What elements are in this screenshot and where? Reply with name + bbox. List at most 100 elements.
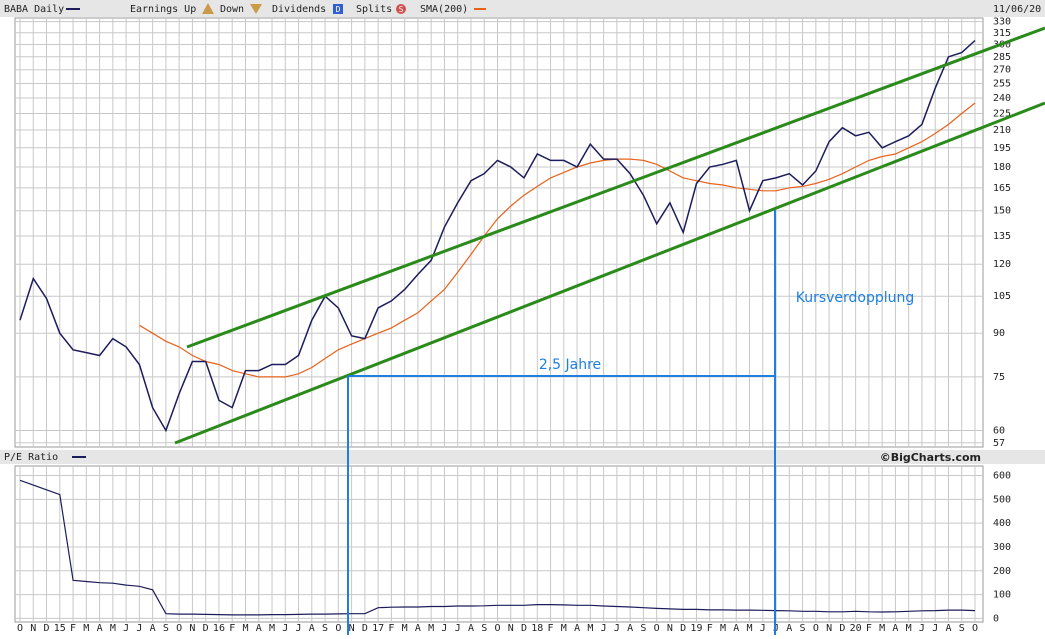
x-tick-label: M xyxy=(746,623,752,634)
annotations: 2,5 Jahre Kursverdopplung xyxy=(174,26,1045,635)
legend-icon xyxy=(202,3,214,14)
legend-icon xyxy=(396,4,406,14)
pe-title: P/E Ratio xyxy=(4,452,58,463)
y-tick-label: 200 xyxy=(993,566,1011,577)
x-tick-label: A xyxy=(468,623,474,634)
x-tick-label: A xyxy=(627,623,633,634)
x-tick-label: S xyxy=(481,623,487,634)
x-tick-label: O xyxy=(176,623,182,634)
y-tick-label: 105 xyxy=(993,291,1011,302)
x-tick-label: A xyxy=(945,623,951,634)
legend-item: Down xyxy=(220,4,244,15)
x-tick-label: S xyxy=(163,623,169,634)
x-tick-label: M xyxy=(428,623,434,634)
x-tick-label: J xyxy=(441,623,447,634)
x-tick-label: S xyxy=(322,623,328,634)
x-tick-label: A xyxy=(150,623,156,634)
x-tick-label: J xyxy=(296,623,302,634)
x-tick-label: M xyxy=(906,623,912,634)
x-tick-label: M xyxy=(720,623,726,634)
legend-title: BABA Daily xyxy=(4,4,64,15)
pe-header-bar xyxy=(0,450,1045,464)
x-tick-label: M xyxy=(110,623,116,634)
x-tick-label: M xyxy=(587,623,593,634)
x-tick-label: 18 xyxy=(531,623,543,634)
marks xyxy=(19,39,976,616)
x-tick-label: A xyxy=(309,623,315,634)
x-tick-label: O xyxy=(654,623,660,634)
date: 11/06/20 xyxy=(993,4,1041,15)
y-tick-label: 90 xyxy=(993,328,1005,339)
legend-icon-label: D xyxy=(336,5,341,14)
y-tick-label: 300 xyxy=(993,542,1011,553)
x-tick-label: M xyxy=(879,623,885,634)
x-tick-label: S xyxy=(800,623,806,634)
y-tick-label: 210 xyxy=(993,125,1011,136)
x-tick-label: 19 xyxy=(690,623,702,634)
x-tick-label: N xyxy=(667,623,673,634)
y-tick-label: 60 xyxy=(993,425,1005,436)
y-tick-label: 400 xyxy=(993,518,1011,529)
x-tick-label: A xyxy=(786,623,792,634)
x-tick-label: J xyxy=(123,623,129,634)
x-tick-label: A xyxy=(256,623,262,634)
x-tick-label: J xyxy=(614,623,620,634)
legend-icon xyxy=(250,4,262,14)
x-tick-label: N xyxy=(826,623,832,634)
x-tick-label: F xyxy=(866,623,872,634)
y-tick-label: 270 xyxy=(993,65,1011,76)
x-tick-label: J xyxy=(455,623,461,634)
y-tick-label: 165 xyxy=(993,183,1011,194)
x-tick-label: O xyxy=(972,623,978,634)
pe-line xyxy=(19,479,976,616)
x-tick-label: J xyxy=(760,623,766,634)
x-tick-label: S xyxy=(640,623,646,634)
legend-item: SMA(200) xyxy=(420,4,468,15)
x-tick-label: O xyxy=(17,623,23,634)
x-tick-label: J xyxy=(919,623,925,634)
x-tick-label: D xyxy=(362,623,368,634)
x-tick-label: D xyxy=(839,623,845,634)
x-tick-label: A xyxy=(415,623,421,634)
x-tick-label: F xyxy=(388,623,394,634)
y-tick-label: 150 xyxy=(993,206,1011,217)
x-tick-label: F xyxy=(707,623,713,634)
x-tick-label: J xyxy=(282,623,288,634)
y-tick-label: 120 xyxy=(993,259,1011,270)
annotation-text: Kursverdopplung xyxy=(796,290,915,306)
y-tick-label: 75 xyxy=(993,372,1005,383)
x-tick-label: N xyxy=(189,623,195,634)
legend-item: Earnings Up xyxy=(130,4,196,15)
x-tick-label: 20 xyxy=(850,623,862,634)
legend-icon xyxy=(333,4,343,14)
y-tick-label: 500 xyxy=(993,494,1011,505)
y-tick-label: 135 xyxy=(993,231,1011,242)
channel-lower xyxy=(174,101,1045,445)
x-tick-label: 16 xyxy=(213,623,225,634)
x-tick-label: D xyxy=(203,623,209,634)
y-tick-label: 100 xyxy=(993,590,1011,601)
legend-item: Splits xyxy=(356,4,392,15)
x-tick-label: A xyxy=(574,623,580,634)
x-tick-label: M xyxy=(269,623,275,634)
legend-item: Dividends xyxy=(272,4,326,15)
x-tick-label: J xyxy=(601,623,607,634)
legend-icon-label: S xyxy=(399,5,404,14)
x-tick-label: O xyxy=(335,623,341,634)
x-tick-label: D xyxy=(680,623,686,634)
x-tick-label: A xyxy=(97,623,103,634)
y-tick-label: 600 xyxy=(993,471,1011,482)
series-line xyxy=(139,102,976,378)
x-tick-label: J xyxy=(773,623,779,634)
y-tick-label: 0 xyxy=(993,613,999,624)
x-tick-label: F xyxy=(229,623,235,634)
x-tick-label: M xyxy=(402,623,408,634)
x-tick-label: O xyxy=(813,623,819,634)
x-tick-label: M xyxy=(83,623,89,634)
x-tick-label: J xyxy=(136,623,142,634)
x-tick-label: F xyxy=(70,623,76,634)
pe-plot xyxy=(14,465,984,623)
y-tick-label: 255 xyxy=(993,78,1011,89)
x-tick-label: J xyxy=(932,623,938,634)
